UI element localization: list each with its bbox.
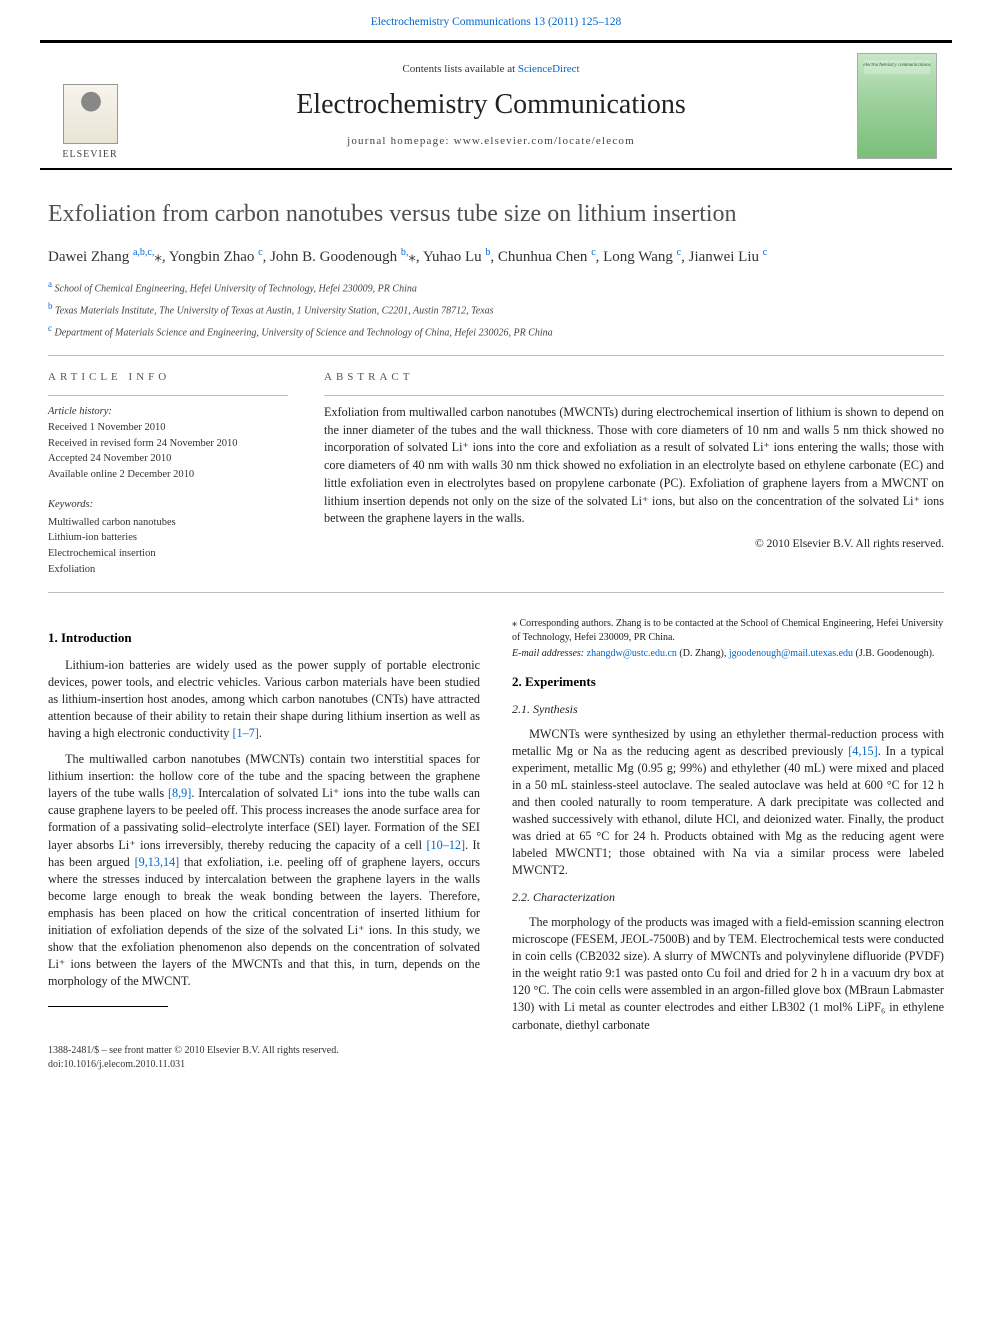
section-2-1-heading: 2.1. Synthesis <box>512 701 944 718</box>
email-line: E-mail addresses: zhangdw@ustc.edu.cn (D… <box>512 647 944 661</box>
keywords-list: Multiwalled carbon nanotubesLithium-ion … <box>48 515 288 578</box>
abstract-text: Exfoliation from multiwalled carbon nano… <box>324 404 944 528</box>
s2-2-paragraph: The morphology of the products was image… <box>512 914 944 1034</box>
journal-title: Electrochemistry Communications <box>296 85 686 124</box>
keyword-item: Electrochemical insertion <box>48 546 288 562</box>
history-line: Received in revised form 24 November 201… <box>48 436 288 452</box>
elsevier-tree-icon <box>63 84 118 144</box>
ref-8-9-link[interactable]: [8,9] <box>168 786 191 800</box>
journal-masthead: ELSEVIER Contents lists available at Sci… <box>40 40 952 170</box>
keyword-item: Lithium-ion batteries <box>48 530 288 546</box>
doi-line: doi:10.1016/j.elecom.2010.11.031 <box>48 1058 339 1072</box>
email-label: E-mail addresses: <box>512 648 587 659</box>
keyword-item: Exfoliation <box>48 562 288 578</box>
ref-9-13-14-link[interactable]: [9,13,14] <box>135 855 180 869</box>
journal-cover-thumbnail: electrochemistry communications <box>857 53 937 159</box>
contents-prefix: Contents lists available at <box>402 63 517 75</box>
author-list: Dawei Zhang a,b,c,⁎, Yongbin Zhao c, Joh… <box>48 246 944 268</box>
email-goodenough-link[interactable]: jgoodenough@mail.utexas.edu <box>729 648 853 659</box>
divider-top <box>48 355 944 356</box>
abstract-label: ABSTRACT <box>324 370 944 385</box>
ref-1-7-link[interactable]: [1–7] <box>232 726 258 740</box>
masthead-center: Contents lists available at ScienceDirec… <box>140 43 842 168</box>
article-front-matter: Exfoliation from carbon nanotubes versus… <box>0 170 992 616</box>
meta-abstract-row: ARTICLE INFO Article history: Received 1… <box>48 370 944 578</box>
s1-paragraph-2: The multiwalled carbon nanotubes (MWCNTs… <box>48 751 480 990</box>
history-label: Article history: <box>48 404 288 420</box>
article-info-rule <box>48 395 288 396</box>
footnote-separator <box>48 1006 168 1007</box>
journal-homepage: journal homepage: www.elsevier.com/locat… <box>347 134 635 149</box>
citation-link[interactable]: Electrochemistry Communications 13 (2011… <box>371 16 622 28</box>
email1-who: (D. Zhang), <box>677 648 729 659</box>
cover-thumb-area: electrochemistry communications <box>842 43 952 168</box>
article-body: 1. Introduction Lithium-ion batteries ar… <box>0 617 992 1034</box>
abstract-copyright: © 2010 Elsevier B.V. All rights reserved… <box>324 536 944 552</box>
history-line: Received 1 November 2010 <box>48 420 288 436</box>
email2-who: (J.B. Goodenough). <box>853 648 934 659</box>
citation-header: Electrochemistry Communications 13 (2011… <box>0 0 992 40</box>
section-2-2-heading: 2.2. Characterization <box>512 889 944 906</box>
cover-thumbnail-title: electrochemistry communications <box>858 62 936 69</box>
divider-bottom <box>48 592 944 593</box>
s2-1b: . In a typical experiment, metallic Mg (… <box>512 744 944 878</box>
elsevier-logo: ELSEVIER <box>55 72 125 162</box>
article-info-column: ARTICLE INFO Article history: Received 1… <box>48 370 288 578</box>
page-footer: 1388-2481/$ – see front matter © 2010 El… <box>0 1034 992 1090</box>
affiliation-line: a School of Chemical Engineering, Hefei … <box>48 278 944 296</box>
contents-list-line: Contents lists available at ScienceDirec… <box>402 62 579 77</box>
article-info-label: ARTICLE INFO <box>48 370 288 385</box>
sciencedirect-link[interactable]: ScienceDirect <box>518 63 580 75</box>
article-history: Article history: Received 1 November 201… <box>48 404 288 578</box>
s1-paragraph-1: Lithium-ion batteries are widely used as… <box>48 657 480 742</box>
publisher-logo-area: ELSEVIER <box>40 43 140 168</box>
footnotes: ⁎ Corresponding authors. Zhang is to be … <box>512 617 944 661</box>
section-1-heading: 1. Introduction <box>48 629 480 647</box>
abstract-rule <box>324 395 944 396</box>
section-2-heading: 2. Experiments <box>512 673 944 691</box>
s1p1-tail: . <box>259 726 262 740</box>
affiliation-line: b Texas Materials Institute, The Univers… <box>48 300 944 318</box>
s1p1-text: Lithium-ion batteries are widely used as… <box>48 658 480 740</box>
affiliation-line: c Department of Materials Science and En… <box>48 322 944 340</box>
article-title: Exfoliation from carbon nanotubes versus… <box>48 198 944 232</box>
publisher-name: ELSEVIER <box>62 148 117 162</box>
ref-10-12-link[interactable]: [10–12] <box>426 838 465 852</box>
s1p2d: that exfoliation, i.e. peeling off of gr… <box>48 855 480 989</box>
abstract-column: ABSTRACT Exfoliation from multiwalled ca… <box>324 370 944 578</box>
history-line: Accepted 24 November 2010 <box>48 451 288 467</box>
history-line: Available online 2 December 2010 <box>48 467 288 483</box>
keywords-label: Keywords: <box>48 497 288 513</box>
corresponding-author-note: ⁎ Corresponding authors. Zhang is to be … <box>512 617 944 645</box>
ref-4-15-link[interactable]: [4,15] <box>848 744 877 758</box>
s2-1-paragraph: MWCNTs were synthesized by using an ethy… <box>512 726 944 880</box>
front-matter-line: 1388-2481/$ – see front matter © 2010 El… <box>48 1044 339 1058</box>
keyword-item: Multiwalled carbon nanotubes <box>48 515 288 531</box>
email-zhang-link[interactable]: zhangdw@ustc.edu.cn <box>587 648 677 659</box>
footer-left: 1388-2481/$ – see front matter © 2010 El… <box>48 1044 339 1072</box>
